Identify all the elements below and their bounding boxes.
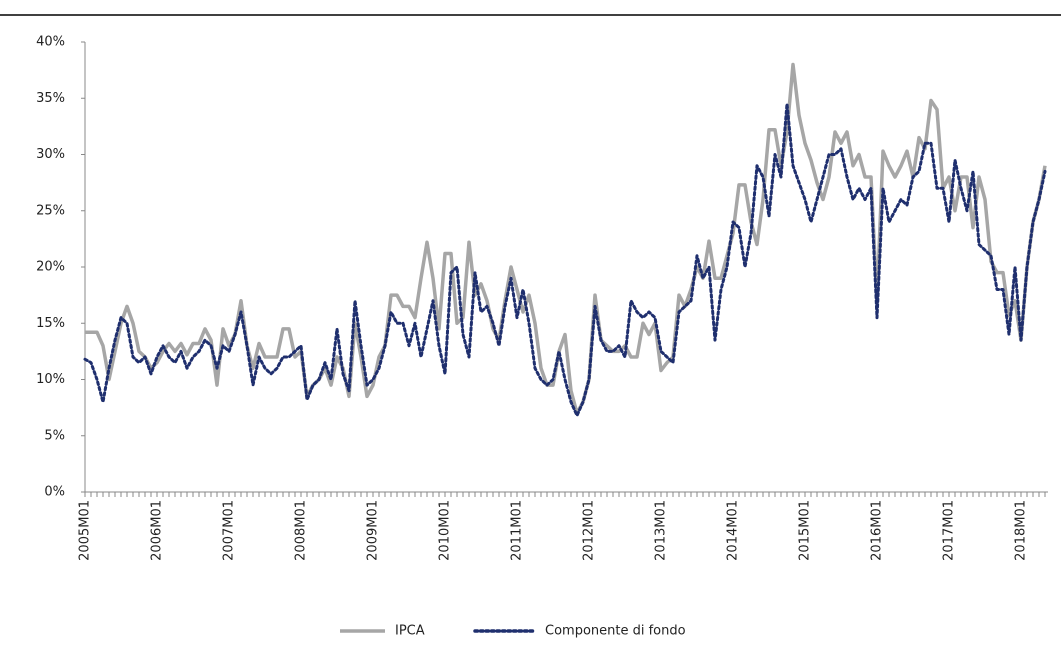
x-tick-label: 2005M01 [78,500,93,561]
y-tick-label: 40% [36,35,65,50]
y-tick-label: 0% [44,485,65,500]
x-tick-label: 2018M01 [1014,500,1029,561]
x-tick-label: 2006M01 [150,500,165,561]
x-tick-label: 2012M01 [582,500,597,561]
y-tick-label: 35% [36,91,65,106]
legend-label: IPCA [395,624,425,639]
x-tick-label: 2009M01 [366,500,381,561]
x-tick-label: 2015M01 [798,500,813,561]
x-tick-label: 2011M01 [510,500,525,561]
y-tick-label: 15% [36,316,65,331]
x-tick-label: 2010M01 [438,500,453,561]
y-tick-label: 30% [36,147,65,162]
y-tick-label: 10% [36,372,65,387]
x-tick-label: 2013M01 [654,500,669,561]
x-tick-label: 2008M01 [294,500,309,561]
x-tick-label: 2017M01 [942,500,957,561]
y-tick-label: 25% [36,203,65,218]
legend-label: Componente di fondo [545,624,686,639]
x-tick-label: 2016M01 [870,500,885,561]
x-tick-label: 2014M01 [726,500,741,561]
y-tick-label: 20% [36,260,65,275]
x-tick-label: 2007M01 [222,500,237,561]
series-line [85,62,1047,415]
y-tick-label: 5% [44,428,65,443]
series-line [83,102,1047,417]
